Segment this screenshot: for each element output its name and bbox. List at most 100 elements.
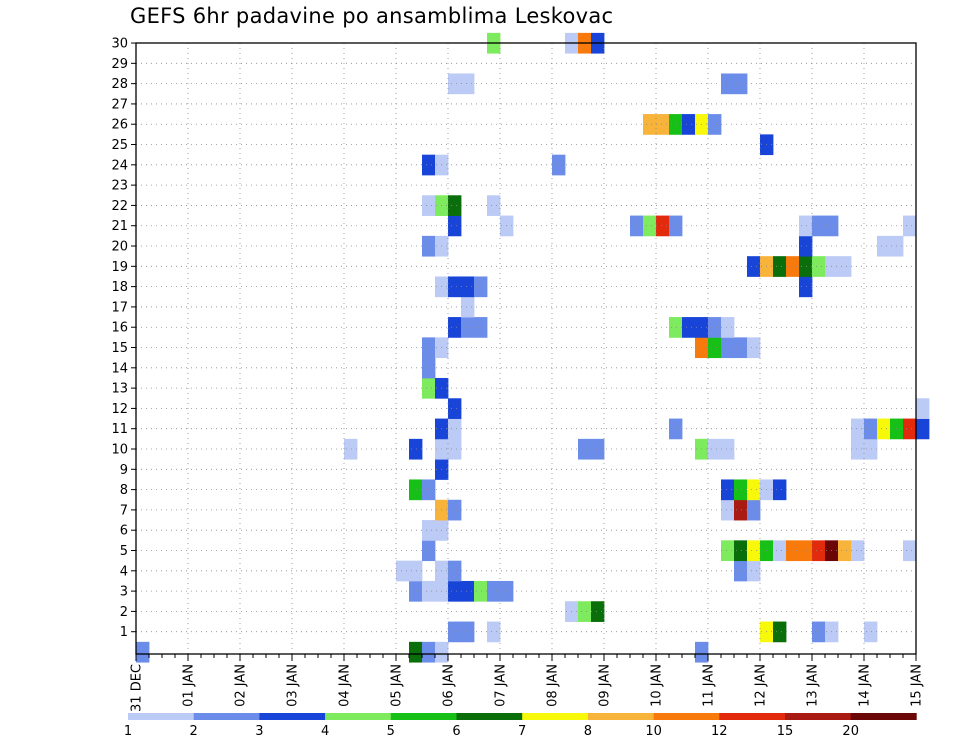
y-tick-label: 25 bbox=[111, 138, 128, 153]
heatmap-cell bbox=[461, 621, 475, 643]
x-tick-label: 09 JAN bbox=[598, 664, 613, 707]
heatmap-cell bbox=[643, 215, 657, 237]
legend-swatch bbox=[325, 713, 392, 720]
legend-swatch bbox=[653, 713, 720, 720]
y-tick-label: 29 bbox=[111, 57, 128, 72]
heatmap-cell bbox=[396, 560, 410, 582]
heatmap-cell bbox=[747, 479, 761, 501]
heatmap-cell bbox=[591, 438, 605, 460]
heatmap-cell bbox=[578, 601, 592, 622]
y-tick-label: 24 bbox=[111, 158, 128, 173]
y-tick-label: 17 bbox=[111, 300, 128, 315]
heatmap-cell bbox=[786, 256, 800, 277]
heatmap-cell bbox=[448, 621, 462, 643]
heatmap-cell bbox=[916, 418, 930, 440]
heatmap-cell bbox=[734, 337, 748, 359]
y-tick-label: 11 bbox=[111, 422, 128, 437]
heatmap-cell bbox=[682, 114, 696, 135]
heatmap-cell bbox=[422, 540, 436, 562]
x-tick-label: 15 JAN bbox=[910, 664, 925, 707]
heatmap-cell bbox=[461, 317, 475, 338]
legend-swatch bbox=[193, 713, 260, 720]
heatmap-cell bbox=[487, 195, 501, 216]
heatmap-cell bbox=[864, 438, 878, 460]
y-tick-label: 15 bbox=[111, 341, 128, 356]
heatmap-cell bbox=[747, 560, 761, 582]
heatmap-cell bbox=[773, 621, 787, 643]
heatmap-cell bbox=[721, 540, 735, 562]
heatmap-cell bbox=[812, 256, 826, 277]
legend-swatch bbox=[390, 713, 457, 720]
heatmap-cell bbox=[422, 641, 436, 663]
heatmap-cell bbox=[877, 235, 891, 257]
heatmap-cell bbox=[721, 73, 735, 95]
heatmap-cell bbox=[695, 641, 709, 663]
heatmap-cell bbox=[487, 621, 501, 643]
heatmap-cell bbox=[656, 114, 670, 135]
x-tick-label: 04 JAN bbox=[338, 664, 353, 707]
heatmap-cell bbox=[409, 479, 423, 501]
heatmap-cell bbox=[448, 73, 462, 95]
y-tick-label: 9 bbox=[120, 463, 128, 478]
heatmap-cell bbox=[409, 560, 423, 582]
heatmap-cell bbox=[461, 296, 475, 318]
heatmap-cell bbox=[851, 540, 865, 562]
x-tick-label: 10 JAN bbox=[650, 664, 665, 707]
heatmap-cell bbox=[448, 215, 462, 237]
legend-label: 12 bbox=[711, 724, 728, 739]
heatmap-cell bbox=[591, 601, 605, 622]
legend-label: 6 bbox=[452, 724, 460, 739]
y-axis: 1234567891011121314151617181920212223242… bbox=[111, 37, 136, 640]
heatmap-cell bbox=[799, 256, 813, 277]
plot-frame bbox=[135, 42, 917, 655]
heatmap-cell bbox=[344, 438, 358, 460]
x-tick-label: 06 JAN bbox=[442, 664, 457, 707]
heatmap-cell bbox=[734, 540, 748, 562]
legend-swatch bbox=[587, 713, 654, 720]
heatmap-cell bbox=[851, 438, 865, 460]
heatmap-cell bbox=[773, 256, 787, 277]
heatmap-cell bbox=[903, 540, 917, 562]
x-tick-label: 12 JAN bbox=[754, 664, 769, 707]
heatmap-cell bbox=[721, 438, 735, 460]
color-legend: 1 2 3 4 5 6 7 8 10 12 15 20 bbox=[124, 713, 917, 739]
legend-swatch bbox=[128, 713, 194, 720]
heatmap-cell bbox=[877, 418, 891, 440]
y-tick-label: 30 bbox=[111, 37, 128, 52]
legend-swatch bbox=[522, 713, 589, 720]
y-tick-label: 14 bbox=[111, 361, 128, 376]
legend-label: 7 bbox=[518, 724, 526, 739]
heatmap-cell bbox=[812, 540, 826, 562]
heatmap-cell bbox=[903, 418, 917, 440]
heatmap-cell bbox=[682, 317, 696, 338]
legend-label: 2 bbox=[190, 724, 198, 739]
legend-label: 4 bbox=[321, 724, 329, 739]
heatmap-cell bbox=[916, 398, 930, 419]
legend-label: 20 bbox=[842, 724, 859, 739]
legend-label: 10 bbox=[645, 724, 662, 739]
y-tick-label: 16 bbox=[111, 321, 128, 336]
heatmap-cell bbox=[656, 215, 670, 237]
legend-swatch bbox=[785, 713, 851, 720]
heatmap-cell bbox=[448, 438, 462, 460]
y-tick-label: 3 bbox=[120, 585, 128, 600]
heatmap-cell bbox=[812, 215, 826, 237]
heatmap-cell bbox=[669, 215, 683, 237]
y-tick-label: 26 bbox=[111, 118, 128, 133]
legend-swatch bbox=[850, 713, 917, 720]
heatmap-cell bbox=[773, 540, 787, 562]
heatmap-cell bbox=[734, 560, 748, 582]
grid-lines bbox=[136, 42, 916, 654]
legend-label: 1 bbox=[124, 724, 132, 739]
x-tick-label: 03 JAN bbox=[286, 664, 301, 707]
heatmap-cell bbox=[669, 317, 683, 338]
heatmap-cell bbox=[734, 479, 748, 501]
x-tick-label: 07 JAN bbox=[494, 664, 509, 707]
y-tick-label: 28 bbox=[111, 77, 128, 92]
heatmap-cell bbox=[448, 398, 462, 419]
heatmap-cell bbox=[747, 337, 761, 359]
heatmap-cell bbox=[864, 418, 878, 440]
heatmap-cell bbox=[552, 154, 566, 176]
heatmap-cell bbox=[708, 337, 722, 359]
